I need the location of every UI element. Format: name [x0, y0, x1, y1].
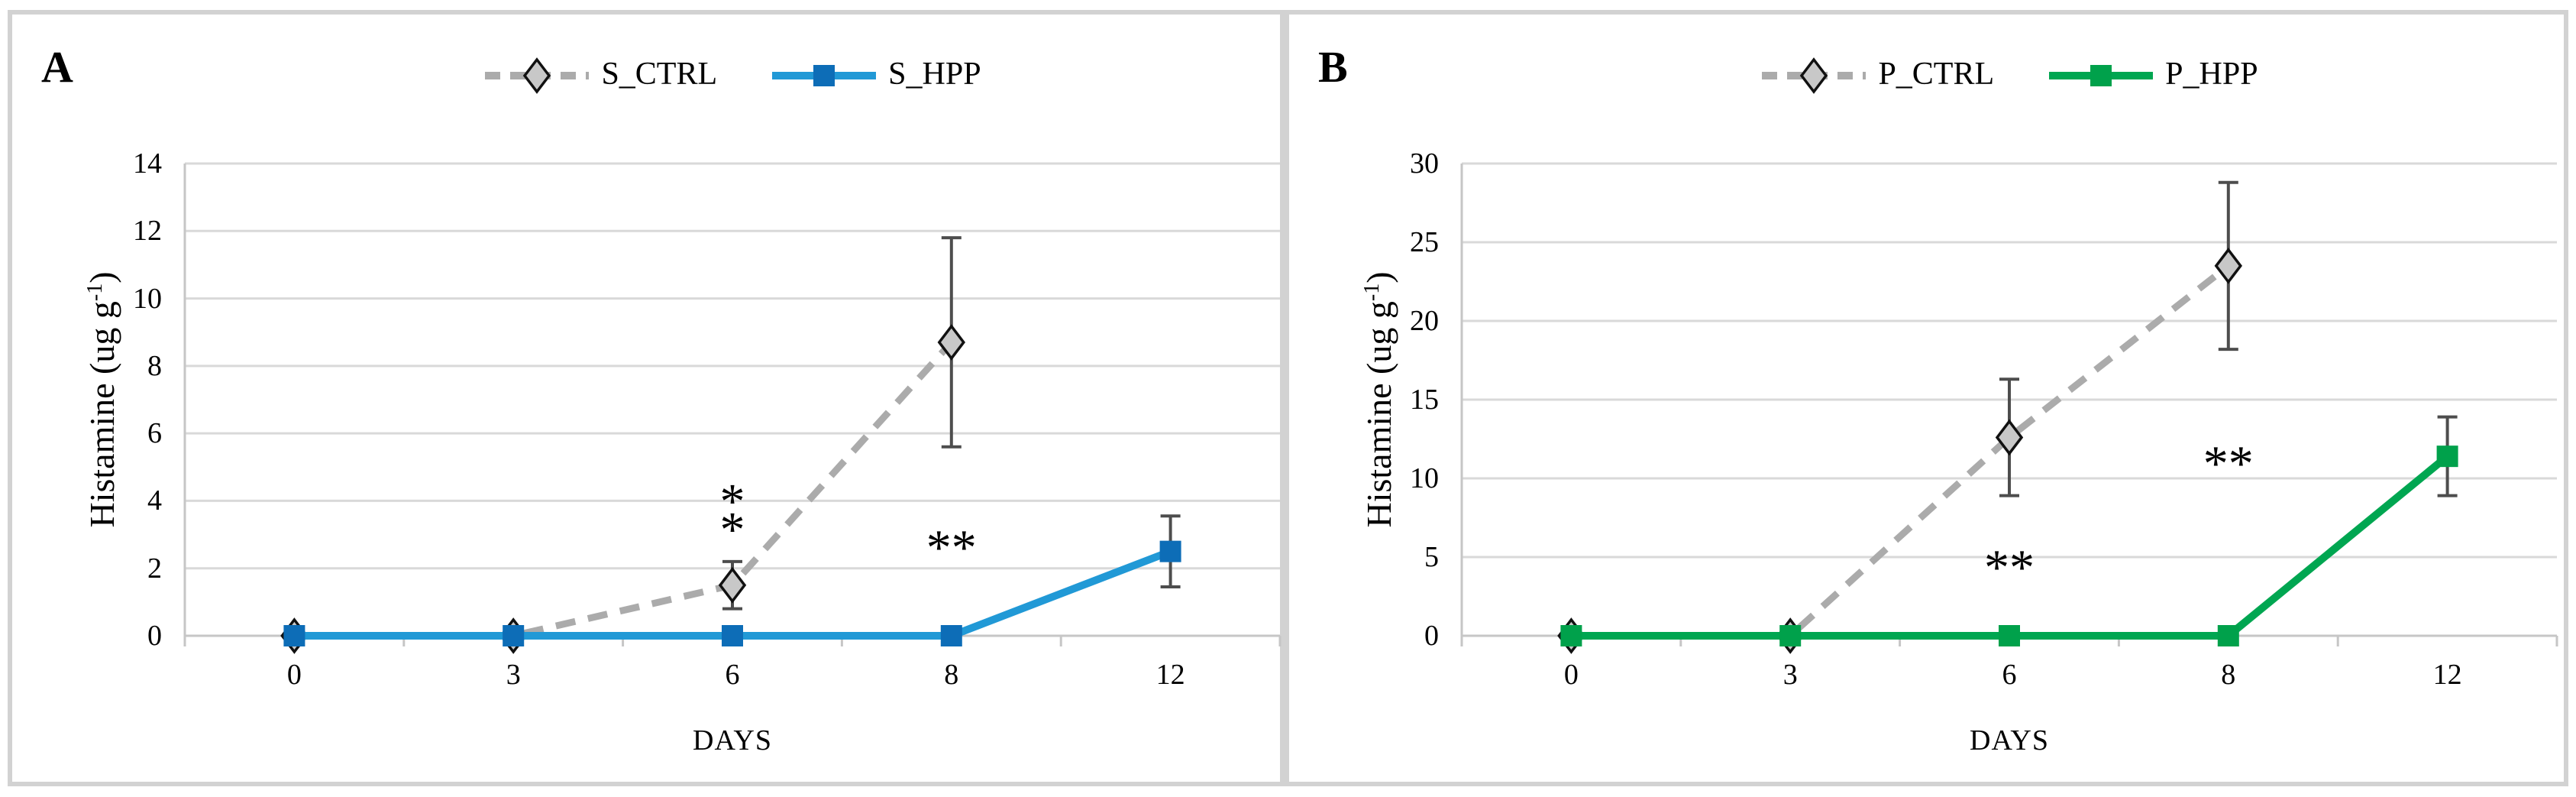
x-tick-label: 3: [1783, 659, 1798, 691]
panel-b-box: B P_CTRL P_HPP Histamine (ug g-1) 0 5 10 15 20 25…: [1285, 10, 2568, 786]
panel-label: B: [1318, 42, 1348, 92]
plot-area: [1460, 162, 2558, 654]
marker-square: [1779, 625, 1802, 646]
y-tick-label: 2: [147, 552, 162, 585]
solid-square-legend-icon: [2049, 65, 2154, 86]
y-axis-title-exponent: -1: [1359, 283, 1384, 302]
y-tick-label: 4: [147, 484, 162, 517]
y-tick-label: 5: [1424, 541, 1439, 573]
y-tick-label: 12: [133, 215, 162, 248]
x-tick-label: 12: [2432, 659, 2462, 691]
y-tick-label: 14: [133, 147, 162, 180]
y-tick-label: 15: [1410, 384, 1439, 416]
y-tick-label: 0: [1424, 620, 1439, 652]
y-tick-label: 10: [1410, 462, 1439, 494]
y-axis-title-close: ): [1359, 271, 1399, 283]
plot-area: [183, 162, 1282, 654]
y-tick-label: 25: [1410, 226, 1439, 258]
x-tick-label: 6: [2002, 659, 2017, 691]
legend-item: P_CTRL: [1760, 57, 1995, 94]
legend: S_CTRL S_HPP: [185, 54, 1280, 97]
x-tick-label: 6: [725, 659, 740, 691]
significance-annotation: **: [926, 520, 977, 576]
legend-series-label: P_HPP: [2165, 57, 2258, 92]
y-tick-label: 8: [147, 349, 162, 382]
y-tick-label: 30: [1410, 147, 1439, 180]
x-tick-label: 3: [506, 659, 521, 691]
marker-square: [503, 625, 525, 646]
significance-annotation: **: [2203, 436, 2254, 492]
marker-diamond: [718, 566, 747, 604]
marker-diamond: [1995, 419, 2024, 456]
y-tick-label: 10: [133, 282, 162, 315]
series-line-S_CTRL: [294, 339, 955, 640]
marker-square: [722, 625, 743, 646]
x-tick-label: 12: [1155, 659, 1185, 691]
marker-square: [2436, 445, 2458, 468]
dashed-diamond-legend-icon: [485, 57, 590, 94]
marker-square: [283, 625, 305, 646]
y-tick-label: 20: [1410, 305, 1439, 337]
legend-item: S_HPP: [771, 58, 981, 93]
marker-square: [2217, 625, 2239, 646]
y-tick-label: 0: [147, 620, 162, 652]
asterisk-glyph: *: [719, 502, 745, 559]
x-tick-label: 8: [944, 659, 959, 691]
legend-item: S_CTRL: [483, 57, 718, 94]
x-tick-label: 0: [1563, 659, 1579, 691]
marker-square: [1999, 625, 2020, 646]
panel-label: A: [41, 42, 73, 92]
legend: P_CTRL P_HPP: [1462, 54, 2557, 97]
significance-annotation: **: [1984, 539, 2035, 596]
dashed-diamond-legend-icon: [1762, 57, 1867, 94]
y-tick-label: 6: [147, 417, 162, 450]
solid-square-legend-icon: [772, 65, 877, 86]
marker-square: [940, 625, 962, 646]
significance-annotation: **: [719, 477, 745, 559]
marker-square: [1560, 625, 1582, 646]
legend-series-label: S_CTRL: [601, 57, 718, 92]
panel-a-box: A S_CTRL S_HPP Histamine (ug g-1) 0 2 4 6 8 10 12 1…: [8, 10, 1285, 786]
marker-diamond: [937, 324, 966, 361]
x-axis-title: DAYS: [1970, 724, 2049, 757]
x-tick-label: 8: [2221, 659, 2236, 691]
legend-item: P_HPP: [2048, 58, 2258, 93]
x-axis-title: DAYS: [693, 724, 772, 757]
legend-series-label: P_CTRL: [1878, 57, 1995, 92]
x-tick-label: 0: [286, 659, 302, 691]
legend-series-label: S_HPP: [888, 57, 981, 92]
marker-square: [1159, 540, 1181, 562]
marker-diamond: [2214, 248, 2243, 284]
